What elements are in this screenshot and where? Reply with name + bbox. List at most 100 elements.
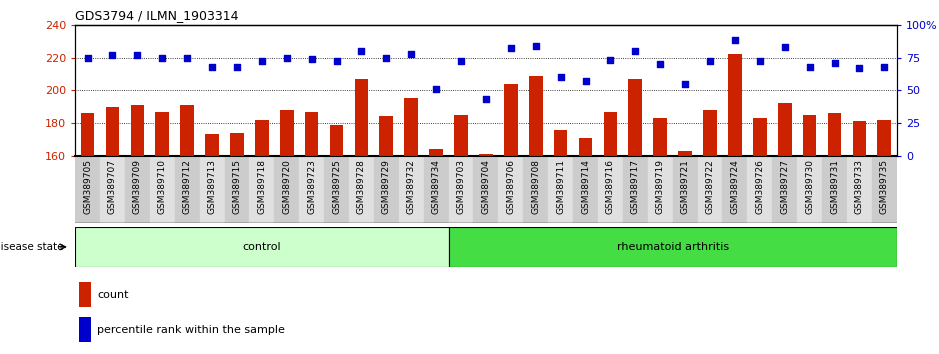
Text: GSM389723: GSM389723: [307, 159, 316, 214]
Bar: [722, 156, 747, 223]
Text: percentile rank within the sample: percentile rank within the sample: [98, 325, 285, 335]
Bar: [405, 98, 418, 156]
Text: GSM389721: GSM389721: [681, 159, 689, 214]
Bar: [449, 156, 473, 223]
Bar: [330, 125, 344, 156]
Bar: [573, 156, 598, 223]
Point: [503, 46, 518, 51]
Bar: [847, 156, 871, 223]
Point: [404, 51, 419, 56]
Point: [578, 78, 593, 84]
Bar: [280, 110, 294, 156]
Bar: [454, 115, 468, 156]
Point: [678, 81, 693, 86]
Bar: [100, 156, 125, 223]
Point: [653, 61, 668, 67]
Bar: [548, 156, 573, 223]
Bar: [604, 112, 617, 156]
Point: [105, 52, 120, 58]
Text: GSM389716: GSM389716: [606, 159, 615, 214]
Text: GSM389707: GSM389707: [108, 159, 117, 214]
Text: GSM389733: GSM389733: [854, 159, 864, 214]
Point: [702, 59, 717, 64]
Bar: [853, 121, 867, 156]
Text: GSM389735: GSM389735: [880, 159, 889, 214]
Bar: [554, 130, 567, 156]
Bar: [374, 156, 399, 223]
Text: GSM389727: GSM389727: [780, 159, 789, 214]
Text: GSM389724: GSM389724: [731, 159, 739, 214]
Bar: [747, 156, 772, 223]
Bar: [324, 156, 349, 223]
Text: GSM389734: GSM389734: [432, 159, 440, 214]
Point: [827, 60, 842, 65]
Point: [802, 64, 817, 69]
Text: GSM389726: GSM389726: [755, 159, 764, 214]
Bar: [803, 115, 816, 156]
Text: GSM389713: GSM389713: [208, 159, 217, 214]
Bar: [578, 138, 593, 156]
Text: GSM389708: GSM389708: [531, 159, 540, 214]
Point: [80, 55, 95, 60]
Bar: [305, 112, 318, 156]
Bar: [529, 75, 543, 156]
Point: [428, 86, 443, 92]
Text: GSM389704: GSM389704: [482, 159, 490, 214]
Bar: [777, 103, 792, 156]
Text: GSM389730: GSM389730: [805, 159, 814, 214]
Text: GDS3794 / ILMN_1903314: GDS3794 / ILMN_1903314: [75, 9, 239, 22]
Point: [728, 38, 743, 43]
Text: GSM389705: GSM389705: [83, 159, 92, 214]
Bar: [429, 149, 443, 156]
Point: [553, 74, 568, 80]
Text: GSM389709: GSM389709: [132, 159, 142, 214]
Text: rheumatoid arthritis: rheumatoid arthritis: [617, 242, 729, 252]
Bar: [698, 156, 722, 223]
Bar: [180, 105, 194, 156]
Bar: [125, 156, 150, 223]
Bar: [230, 133, 244, 156]
Text: control: control: [242, 242, 281, 252]
Bar: [156, 112, 169, 156]
Text: GSM389715: GSM389715: [233, 159, 241, 214]
Bar: [150, 156, 175, 223]
Text: GSM389725: GSM389725: [332, 159, 341, 214]
Point: [205, 64, 220, 69]
Text: GSM389710: GSM389710: [158, 159, 167, 214]
Bar: [79, 282, 91, 307]
Bar: [623, 156, 648, 223]
Point: [304, 56, 319, 62]
Bar: [200, 156, 224, 223]
Point: [529, 43, 544, 48]
Bar: [224, 156, 250, 223]
Bar: [473, 156, 499, 223]
Bar: [131, 105, 145, 156]
Bar: [250, 156, 274, 223]
Bar: [678, 151, 692, 156]
Bar: [255, 120, 269, 156]
Bar: [379, 116, 393, 156]
Point: [155, 55, 170, 60]
Bar: [728, 54, 742, 156]
Point: [479, 97, 494, 102]
Point: [454, 59, 469, 64]
Bar: [822, 156, 847, 223]
Bar: [654, 118, 667, 156]
Bar: [703, 110, 716, 156]
Point: [254, 59, 269, 64]
Bar: [827, 113, 841, 156]
Bar: [399, 156, 423, 223]
Text: disease state: disease state: [0, 242, 63, 252]
Text: GSM389714: GSM389714: [581, 159, 590, 214]
Bar: [648, 156, 672, 223]
Bar: [504, 84, 517, 156]
Text: count: count: [98, 290, 129, 300]
Text: GSM389728: GSM389728: [357, 159, 366, 214]
Bar: [628, 79, 642, 156]
Text: GSM389717: GSM389717: [631, 159, 639, 214]
Bar: [274, 156, 300, 223]
Bar: [523, 156, 548, 223]
Point: [329, 59, 344, 64]
Bar: [772, 156, 797, 223]
Bar: [300, 156, 324, 223]
